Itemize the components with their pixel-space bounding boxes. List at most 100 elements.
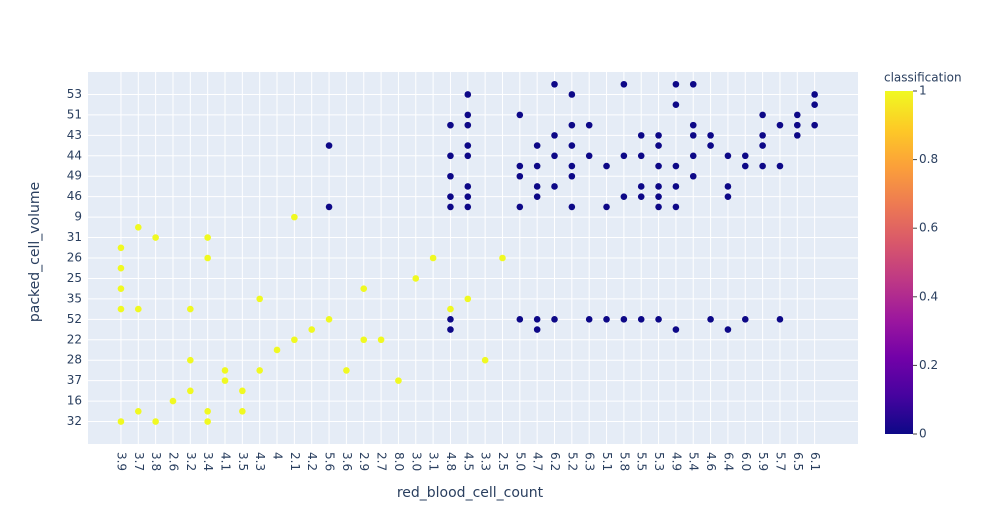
point <box>637 316 645 323</box>
point <box>759 111 766 119</box>
x-tick-label: 5.2 <box>565 452 579 471</box>
point <box>499 254 506 262</box>
point <box>239 407 246 415</box>
y-tick-label: 22 <box>67 332 82 346</box>
point <box>464 295 472 303</box>
x-tick-label: 6.4 <box>721 452 735 471</box>
point <box>204 418 211 425</box>
colorbar-tick-label: 0.6 <box>919 221 938 235</box>
point <box>343 367 350 374</box>
x-tick-label: 5.4 <box>687 452 701 471</box>
y-tick-label: 53 <box>67 87 82 101</box>
point <box>568 121 576 129</box>
point <box>447 326 454 333</box>
point <box>134 407 142 415</box>
x-tick-label: 8.0 <box>392 452 406 471</box>
x-tick-label: 3.3 <box>479 452 493 471</box>
point <box>377 336 385 344</box>
point <box>325 203 333 211</box>
point <box>464 203 472 211</box>
point <box>811 101 818 109</box>
point <box>464 152 472 160</box>
colorbar-tick-label: 0.4 <box>919 289 938 303</box>
y-tick-label: 52 <box>67 312 82 326</box>
point <box>585 121 593 129</box>
point <box>724 152 732 160</box>
y-tick-label: 9 <box>74 210 82 224</box>
point <box>551 152 558 160</box>
point <box>325 142 333 149</box>
point <box>412 275 420 282</box>
point <box>620 193 628 200</box>
x-tick-label: 4.3 <box>253 452 267 471</box>
x-tick-label: 3.0 <box>409 452 423 471</box>
point <box>360 285 368 292</box>
x-tick-label: 4.9 <box>669 452 683 471</box>
point <box>152 234 159 241</box>
point <box>568 91 576 98</box>
point <box>429 254 437 262</box>
point <box>672 101 680 109</box>
point <box>516 316 524 323</box>
point <box>724 183 732 190</box>
point <box>360 336 368 344</box>
x-tick-label: 4.7 <box>531 452 545 471</box>
point <box>533 183 541 190</box>
point <box>117 418 125 425</box>
point <box>447 152 454 160</box>
x-tick-label: 3.9 <box>114 452 128 471</box>
y-tick-label: 43 <box>67 128 82 142</box>
x-tick-label: 6.3 <box>583 452 597 471</box>
colorbar <box>885 91 913 434</box>
point <box>533 326 541 333</box>
point <box>134 224 142 231</box>
point <box>239 387 246 395</box>
point <box>551 80 558 88</box>
point <box>655 162 662 170</box>
y-tick-label: 37 <box>67 373 82 387</box>
point <box>187 387 194 395</box>
point <box>256 367 263 374</box>
x-tick-label: 6.2 <box>548 452 562 471</box>
point <box>447 203 454 211</box>
y-tick-label: 46 <box>67 189 82 203</box>
x-tick-label: 2.7 <box>375 452 389 471</box>
colorbar-tick-label: 0.8 <box>919 152 938 166</box>
x-tick-label: 6.1 <box>808 452 822 471</box>
y-axis-title: packed_cell_volume <box>27 182 43 322</box>
point <box>724 326 732 333</box>
colorbar-tick-label: 1 <box>919 84 927 98</box>
point <box>117 285 125 292</box>
point <box>689 80 697 88</box>
point <box>741 152 749 160</box>
point <box>533 316 541 323</box>
point <box>655 193 662 200</box>
point <box>620 316 628 323</box>
point <box>117 244 125 252</box>
x-tick-label: 3.7 <box>132 452 146 471</box>
x-tick-label: 5.8 <box>617 452 631 471</box>
point <box>464 142 472 149</box>
point <box>655 316 662 323</box>
x-tick-label: 2.9 <box>357 452 371 471</box>
x-tick-label: 5.6 <box>323 452 337 471</box>
x-tick-label: 5.0 <box>513 452 527 471</box>
point <box>603 162 610 170</box>
point <box>568 172 576 180</box>
point <box>707 316 714 323</box>
x-tick-label: 2.5 <box>496 452 510 471</box>
x-tick-label: 3.6 <box>340 452 354 471</box>
point <box>776 162 784 170</box>
point <box>447 316 454 323</box>
x-tick-label: 4.5 <box>461 452 475 471</box>
y-tick-label: 31 <box>67 230 82 244</box>
point <box>516 172 524 180</box>
point <box>256 295 263 303</box>
point <box>637 183 645 190</box>
point <box>187 305 194 313</box>
point <box>447 172 454 180</box>
point <box>689 132 697 139</box>
point <box>134 305 142 313</box>
point <box>395 377 402 384</box>
point <box>672 203 680 211</box>
